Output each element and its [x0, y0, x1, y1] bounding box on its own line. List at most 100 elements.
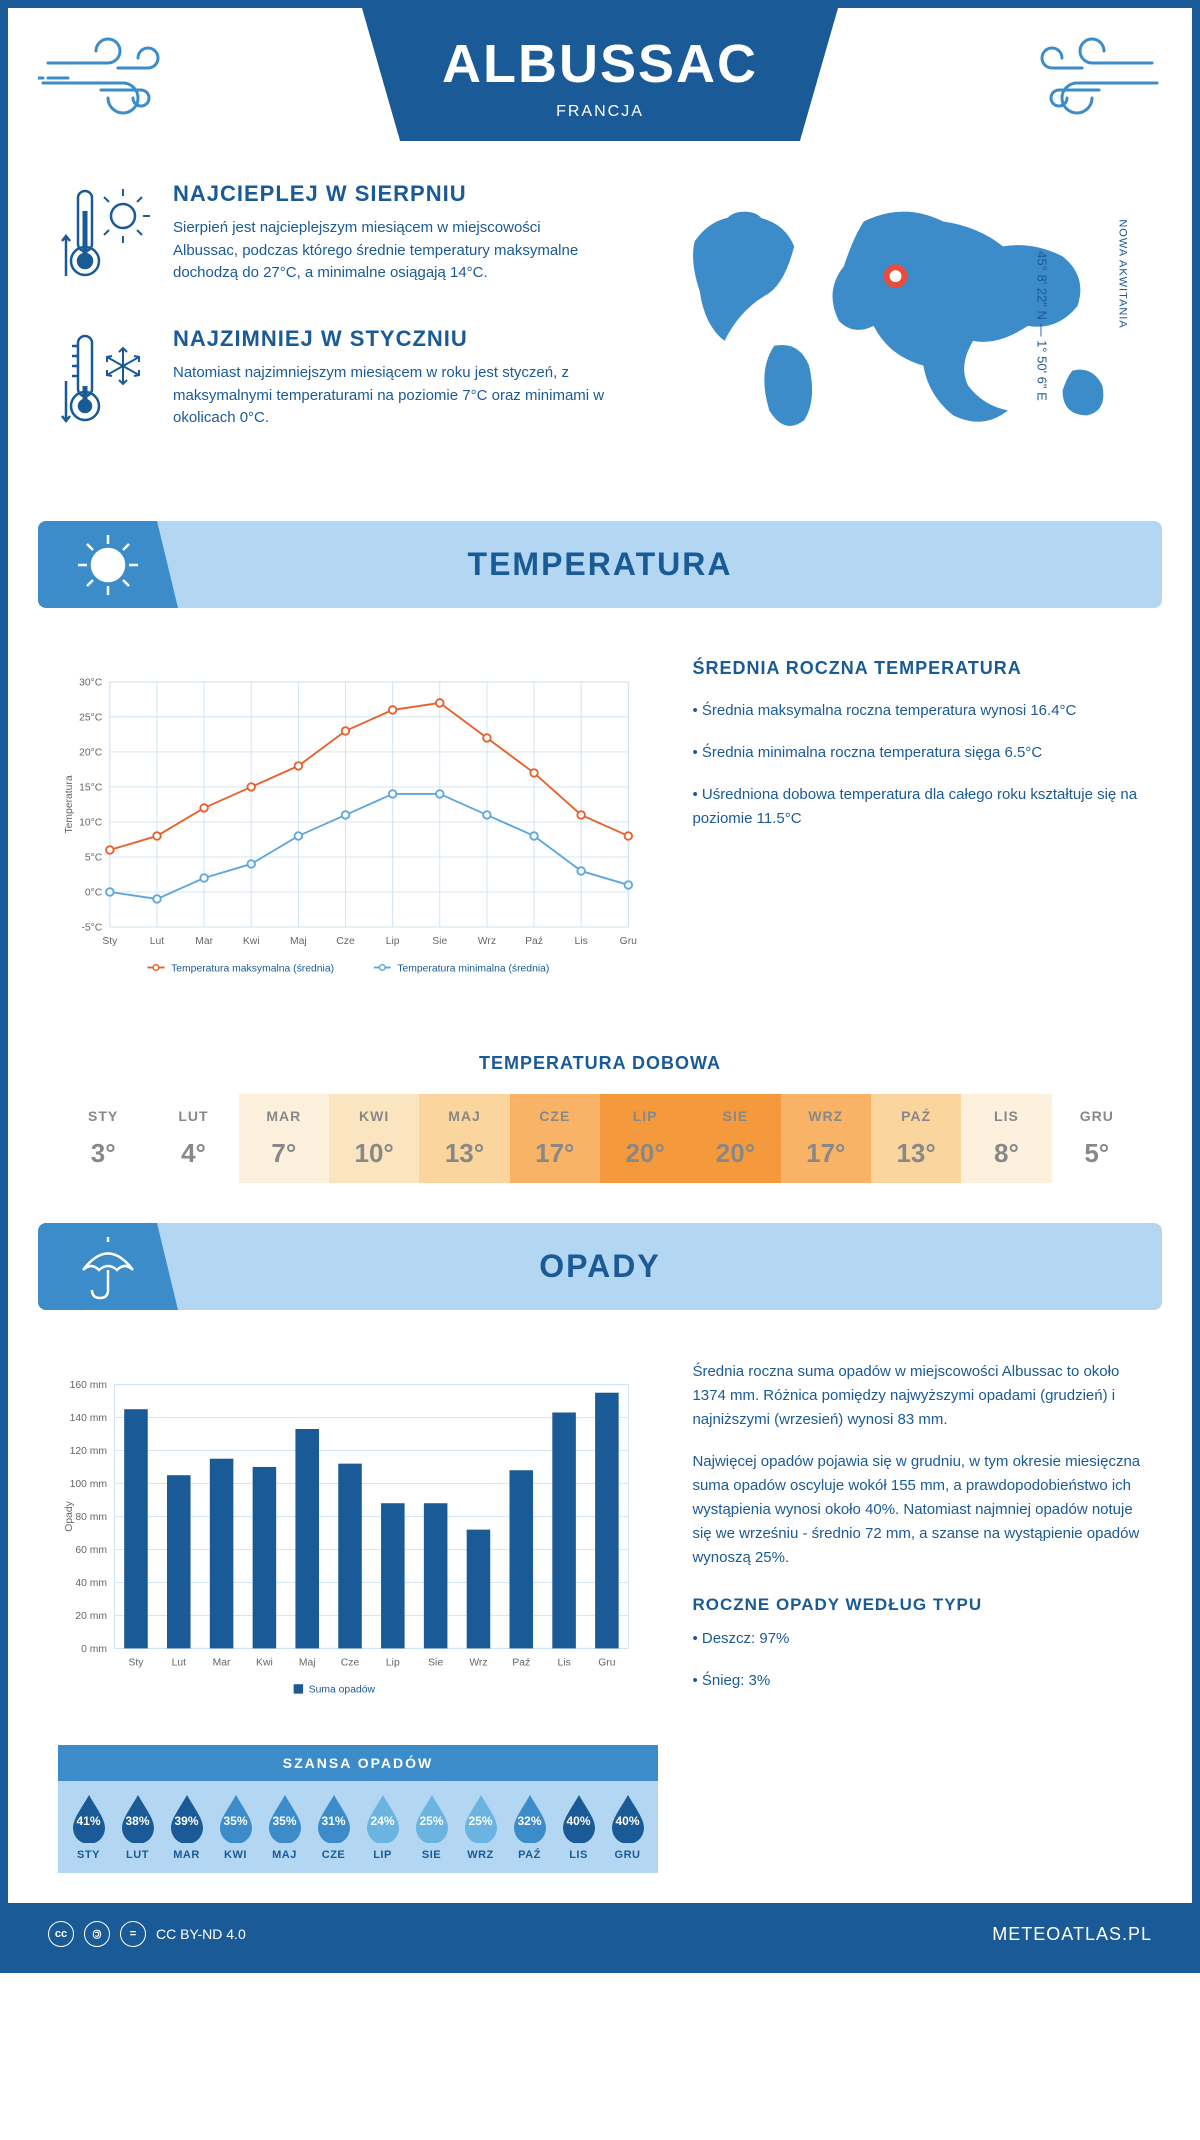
license-text: CC BY-ND 4.0	[156, 1926, 246, 1942]
svg-text:80 mm: 80 mm	[75, 1512, 107, 1523]
thermometer-sun-icon	[58, 181, 153, 291]
daily-cell: CZE17°	[510, 1094, 600, 1183]
svg-text:100 mm: 100 mm	[70, 1479, 107, 1490]
footer: cc 🄯 = CC BY-ND 4.0 METEOATLAS.PL	[8, 1903, 1192, 1965]
precipitation-summary: Średnia roczna suma opadów w miejscowośc…	[692, 1360, 1142, 1725]
svg-text:Suma opadów: Suma opadów	[309, 1685, 376, 1696]
precip-type-2: • Śnieg: 3%	[692, 1669, 1142, 1693]
info-section: NAJCIEPLEJ W SIERPNIU Sierpień jest najc…	[8, 141, 1192, 501]
temp-bullet-2: • Średnia minimalna roczna temperatura s…	[692, 741, 1142, 765]
svg-text:5°C: 5°C	[85, 853, 103, 864]
chance-cell: 25%WRZ	[456, 1793, 505, 1861]
precip-by-type-title: ROCZNE OPADY WEDŁUG TYPU	[692, 1595, 1142, 1615]
chance-cell: 35%KWI	[211, 1793, 260, 1861]
svg-text:Cze: Cze	[336, 936, 355, 947]
daily-cell: SIE20°	[690, 1094, 780, 1183]
wind-icon-left	[38, 28, 178, 133]
nd-icon: =	[120, 1921, 146, 1947]
daily-temp-table: STY3°LUT4°MAR7°KWI10°MAJ13°CZE17°LIP20°S…	[58, 1094, 1142, 1183]
chance-cell: 39%MAR	[162, 1793, 211, 1861]
chance-cell: 25%SIE	[407, 1793, 456, 1861]
svg-text:Lut: Lut	[172, 1657, 187, 1668]
umbrella-icon	[38, 1223, 178, 1310]
svg-text:Wrz: Wrz	[478, 936, 496, 947]
svg-text:0°C: 0°C	[85, 888, 103, 899]
chance-title: SZANSA OPADÓW	[58, 1745, 658, 1781]
warmest-title: NAJCIEPLEJ W SIERPNIU	[173, 181, 605, 207]
world-map-icon	[645, 181, 1142, 441]
daily-temp-title: TEMPERATURA DOBOWA	[8, 1053, 1192, 1074]
svg-text:-5°C: -5°C	[81, 923, 102, 934]
svg-text:Mar: Mar	[213, 1657, 231, 1668]
daily-cell: MAR7°	[239, 1094, 329, 1183]
daily-cell: KWI10°	[329, 1094, 419, 1183]
svg-text:Maj: Maj	[299, 1657, 316, 1668]
coordinates: 45° 8' 22" N — 1° 50' 6" E	[1035, 196, 1050, 456]
svg-text:0 mm: 0 mm	[81, 1644, 107, 1655]
daily-cell: GRU5°	[1052, 1094, 1142, 1183]
svg-text:15°C: 15°C	[79, 783, 103, 794]
region-label: NOWA AKWITANIA	[1116, 219, 1128, 328]
world-map-block: NOWA AKWITANIA 45° 8' 22" N — 1° 50' 6" …	[645, 181, 1142, 471]
chance-cell: 40%GRU	[603, 1793, 652, 1861]
precipitation-banner: OPADY	[38, 1223, 1162, 1310]
svg-text:Sty: Sty	[102, 936, 118, 947]
daily-cell: STY3°	[58, 1094, 148, 1183]
svg-text:Gru: Gru	[620, 936, 638, 947]
svg-text:Wrz: Wrz	[469, 1657, 487, 1668]
warmest-text: Sierpień jest najcieplejszym miesiącem w…	[173, 217, 605, 285]
chance-cell: 38%LUT	[113, 1793, 162, 1861]
svg-text:Lip: Lip	[386, 1657, 400, 1668]
svg-text:120 mm: 120 mm	[70, 1446, 107, 1457]
daily-cell: LUT4°	[148, 1094, 238, 1183]
chance-cell: 32%PAŹ	[505, 1793, 554, 1861]
header: ALBUSSAC FRANCJA	[8, 8, 1192, 141]
thermometer-snow-icon	[58, 326, 153, 436]
svg-text:160 mm: 160 mm	[70, 1380, 107, 1391]
temperature-title: TEMPERATURA	[38, 546, 1162, 583]
svg-text:Cze: Cze	[341, 1657, 360, 1668]
svg-text:140 mm: 140 mm	[70, 1413, 107, 1424]
chance-cell: 35%MAJ	[260, 1793, 309, 1861]
daily-cell: WRZ17°	[781, 1094, 871, 1183]
svg-text:Temperatura minimalna (średnia: Temperatura minimalna (średnia)	[397, 963, 549, 974]
svg-text:Gru: Gru	[598, 1657, 616, 1668]
svg-text:Kwi: Kwi	[256, 1657, 273, 1668]
daily-cell: PAŹ13°	[871, 1094, 961, 1183]
svg-text:Maj: Maj	[290, 936, 307, 947]
by-icon: 🄯	[84, 1921, 110, 1947]
precip-para-1: Średnia roczna suma opadów w miejscowośc…	[692, 1360, 1142, 1432]
svg-text:10°C: 10°C	[79, 818, 103, 829]
svg-text:Lip: Lip	[386, 936, 400, 947]
infographic-frame: ALBUSSAC FRANCJA	[0, 0, 1200, 1973]
chance-cell: 41%STY	[64, 1793, 113, 1861]
svg-text:Sie: Sie	[428, 1657, 443, 1668]
chance-cell: 24%LIP	[358, 1793, 407, 1861]
precipitation-chart: 0 mm20 mm40 mm60 mm80 mm100 mm120 mm140 …	[58, 1360, 642, 1725]
svg-text:30°C: 30°C	[79, 678, 103, 689]
svg-text:Paź: Paź	[525, 936, 543, 947]
svg-text:Lis: Lis	[557, 1657, 570, 1668]
daily-cell: LIS8°	[961, 1094, 1051, 1183]
cc-icon: cc	[48, 1921, 74, 1947]
daily-cell: LIP20°	[600, 1094, 690, 1183]
precipitation-title: OPADY	[38, 1248, 1162, 1285]
svg-text:20°C: 20°C	[79, 748, 103, 759]
svg-text:20 mm: 20 mm	[75, 1611, 107, 1622]
warmest-block: NAJCIEPLEJ W SIERPNIU Sierpień jest najc…	[58, 181, 605, 291]
temp-bullet-3: • Uśredniona dobowa temperatura dla całe…	[692, 783, 1142, 831]
svg-text:Opady: Opady	[64, 1500, 75, 1531]
svg-text:60 mm: 60 mm	[75, 1545, 107, 1556]
svg-text:Kwi: Kwi	[243, 936, 260, 947]
svg-text:Lis: Lis	[575, 936, 588, 947]
svg-text:Lut: Lut	[150, 936, 165, 947]
title-banner: ALBUSSAC FRANCJA	[362, 8, 838, 141]
temp-bullet-1: • Średnia maksymalna roczna temperatura …	[692, 699, 1142, 723]
svg-text:Paź: Paź	[512, 1657, 530, 1668]
coldest-title: NAJZIMNIEJ W STYCZNIU	[173, 326, 605, 352]
svg-text:Temperatura: Temperatura	[64, 775, 75, 833]
country-name: FRANCJA	[442, 103, 758, 121]
chance-cell: 40%LIS	[554, 1793, 603, 1861]
avg-temp-title: ŚREDNIA ROCZNA TEMPERATURA	[692, 658, 1142, 679]
svg-text:Mar: Mar	[195, 936, 213, 947]
